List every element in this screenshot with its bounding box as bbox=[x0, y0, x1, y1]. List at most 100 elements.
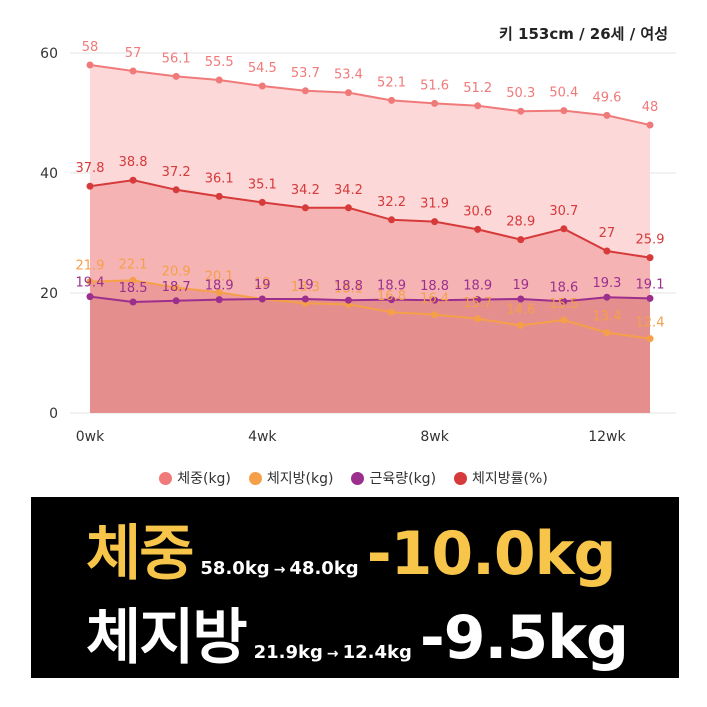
legend-dot-muscle bbox=[351, 471, 365, 485]
data-label-fat_mass: 19 bbox=[254, 276, 271, 291]
axis-ticks: 0 20 40 60 0wk 4wk 8wk 12wk bbox=[40, 46, 626, 445]
data-label-muscle: 18.6 bbox=[549, 280, 578, 295]
x-tick-label: 0wk bbox=[76, 429, 105, 445]
area-fills bbox=[90, 65, 650, 413]
data-label-fat_pct: 25.9 bbox=[636, 233, 665, 248]
point-weight bbox=[172, 72, 180, 80]
point-weight bbox=[646, 121, 654, 129]
data-label-weight: 54.5 bbox=[248, 61, 277, 76]
data-label-weight: 57 bbox=[125, 46, 142, 61]
data-label-muscle: 19.3 bbox=[592, 276, 621, 291]
point-fat_pct bbox=[258, 198, 266, 206]
point-fat_pct bbox=[86, 182, 94, 190]
legend-label: 체지방률(%) bbox=[472, 471, 548, 487]
data-labels: 58 57 56.1 55.5 54.5 53.7 53.4 52.1 51.6 51.2 50.3… bbox=[76, 40, 665, 331]
data-label-fat_pct: 31.9 bbox=[420, 197, 449, 212]
data-label-fat_pct: 30.6 bbox=[463, 204, 492, 219]
point-weight bbox=[86, 61, 94, 69]
data-label-fat_pct: 27 bbox=[599, 226, 616, 241]
data-label-muscle: 18.9 bbox=[205, 279, 234, 294]
data-label-weight: 50.4 bbox=[549, 86, 578, 101]
data-label-fat_mass: 12.4 bbox=[636, 316, 665, 331]
legend-item-muscle: 근육량(kg) bbox=[351, 468, 436, 488]
y-tick-label: 60 bbox=[40, 46, 58, 62]
point-muscle bbox=[388, 296, 396, 304]
data-label-weight: 50.3 bbox=[506, 86, 535, 101]
weight-label: 체중 bbox=[86, 519, 194, 589]
point-fat_mass bbox=[603, 329, 611, 337]
legend-label: 체지방(kg) bbox=[266, 471, 334, 487]
data-label-weight: 52.1 bbox=[377, 75, 406, 90]
legend-label: 체중(kg) bbox=[177, 471, 231, 487]
point-weight bbox=[344, 89, 352, 97]
data-label-fat_mass: 20.9 bbox=[162, 265, 191, 280]
point-weight bbox=[129, 67, 137, 75]
legend-label: 근육량(kg) bbox=[369, 471, 437, 487]
data-label-fat_pct: 35.1 bbox=[248, 177, 277, 192]
point-fat_mass bbox=[517, 321, 525, 329]
y-tick-label: 0 bbox=[49, 406, 58, 422]
point-weight bbox=[215, 76, 223, 84]
point-muscle bbox=[560, 297, 568, 305]
arrow-right-icon: → bbox=[273, 562, 286, 578]
point-muscle bbox=[646, 294, 654, 302]
point-fat_pct bbox=[172, 186, 180, 194]
y-tick-label: 20 bbox=[40, 286, 58, 302]
data-label-muscle: 18.5 bbox=[119, 281, 148, 296]
data-label-fat_pct: 32.2 bbox=[377, 195, 406, 210]
point-muscle bbox=[431, 296, 439, 304]
data-points bbox=[86, 61, 654, 343]
legend-dot-fat-pct bbox=[454, 471, 468, 485]
point-muscle bbox=[344, 296, 352, 304]
chart-legend: 체중(kg) 체지방(kg) 근육량(kg) 체지방률(%) bbox=[0, 468, 707, 488]
data-label-fat_mass: 22.1 bbox=[119, 257, 148, 272]
point-muscle bbox=[603, 293, 611, 301]
area-muscle bbox=[90, 296, 650, 413]
data-label-fat_mass: 15.5 bbox=[549, 297, 578, 312]
data-label-muscle: 19 bbox=[254, 278, 271, 293]
legend-item-fat-mass: 체지방(kg) bbox=[248, 468, 334, 488]
legend-item-fat-pct: 체지방률(%) bbox=[454, 468, 548, 488]
data-label-fat_mass: 14.6 bbox=[506, 302, 535, 317]
arrow-right-icon: → bbox=[326, 646, 339, 662]
legend-item-weight: 체중(kg) bbox=[159, 468, 231, 488]
fat-change-detail: 21.9kg → 12.4kg bbox=[254, 642, 412, 663]
data-label-fat_mass: 20.1 bbox=[205, 269, 234, 284]
point-weight bbox=[603, 111, 611, 119]
point-fat_pct bbox=[344, 204, 352, 212]
data-label-muscle: 18.7 bbox=[162, 280, 191, 295]
point-fat_mass bbox=[129, 276, 137, 284]
data-label-fat_mass: 15.7 bbox=[463, 296, 492, 311]
data-label-muscle: 18.8 bbox=[420, 279, 449, 294]
line-muscle bbox=[89, 295, 651, 304]
data-label-fat_pct: 28.9 bbox=[506, 215, 535, 230]
x-tick-label: 4wk bbox=[248, 429, 277, 445]
fat-label: 체지방 bbox=[86, 603, 248, 673]
line-fat_pct bbox=[89, 179, 651, 259]
point-fat_pct bbox=[129, 176, 137, 184]
profile-text: 키 153cm / 26세 / 여성 bbox=[499, 25, 668, 43]
point-fat_pct bbox=[215, 192, 223, 200]
x-tick-label: 12wk bbox=[588, 429, 626, 445]
data-label-fat_mass: 13.4 bbox=[592, 310, 621, 325]
point-fat_mass bbox=[560, 316, 568, 324]
data-label-fat_pct: 36.1 bbox=[205, 171, 234, 186]
point-fat_mass bbox=[86, 278, 94, 286]
legend-dot-fat-mass bbox=[248, 471, 262, 485]
data-label-muscle: 18.9 bbox=[463, 279, 492, 294]
data-label-fat_pct: 30.7 bbox=[549, 204, 578, 219]
fat-summary-row: 체지방 21.9kg → 12.4kg -9.5kg bbox=[86, 589, 629, 676]
fat-to: 12.4kg bbox=[342, 642, 412, 663]
point-fat_mass bbox=[646, 335, 654, 343]
point-fat_pct bbox=[301, 204, 309, 212]
data-label-muscle: 19.1 bbox=[636, 277, 665, 292]
data-label-weight: 53.4 bbox=[334, 68, 363, 83]
point-fat_pct bbox=[560, 225, 568, 233]
point-weight bbox=[301, 87, 309, 95]
point-muscle bbox=[86, 293, 94, 301]
point-muscle bbox=[301, 295, 309, 303]
data-label-fat_mass: 21.9 bbox=[76, 259, 105, 274]
point-fat_pct bbox=[646, 254, 654, 262]
data-label-muscle: 19 bbox=[512, 278, 529, 293]
data-label-fat_mass: 16.8 bbox=[377, 289, 406, 304]
